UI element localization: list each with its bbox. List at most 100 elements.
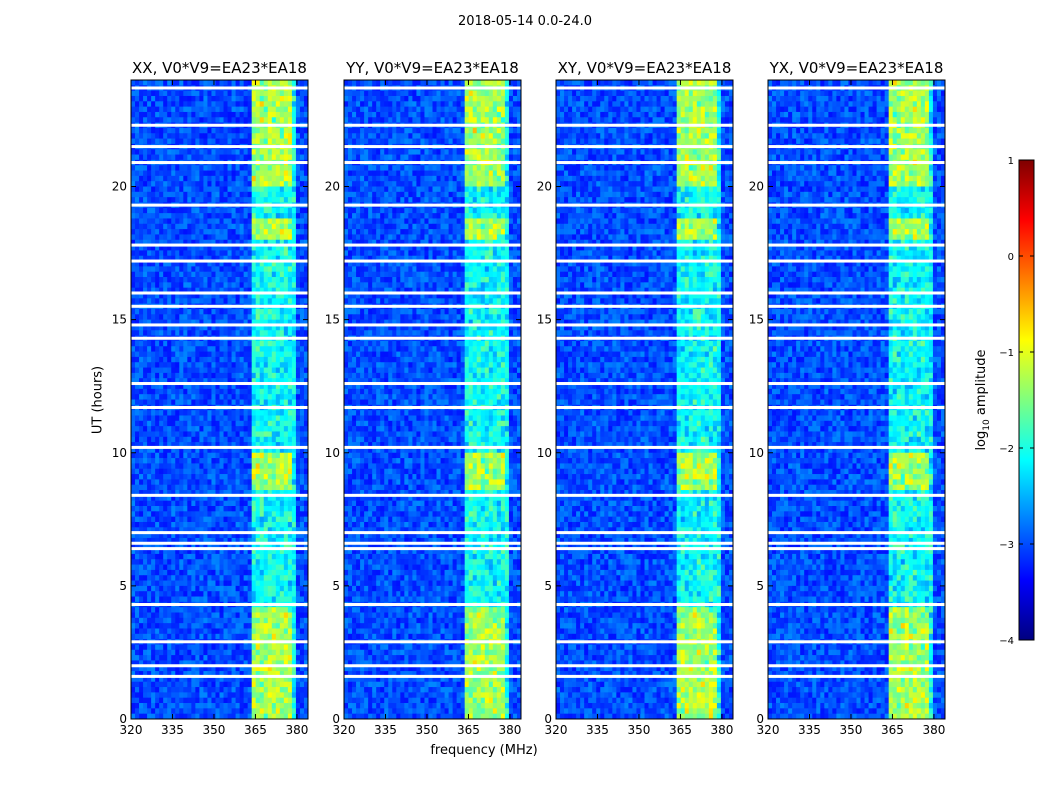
x-tick-label-1-0: 320	[333, 723, 356, 737]
flagged-row-10	[344, 382, 521, 386]
x-tick-label-3-2: 350	[840, 723, 863, 737]
flagged-row-5	[556, 541, 733, 545]
y-tick-label-0-4: 20	[112, 180, 127, 194]
flagged-row-10	[768, 382, 945, 386]
panel-frame-3	[767, 79, 946, 720]
flagged-row-4	[131, 547, 308, 551]
flagged-row-11	[556, 336, 733, 340]
flagged-row-20	[131, 123, 308, 127]
flagged-row-2	[131, 640, 308, 644]
flagged-row-21	[344, 86, 521, 90]
flagged-row-3	[131, 603, 308, 607]
colorbar-tick-label-0: 1	[1008, 156, 1014, 167]
y-tick-label-3-1: 5	[756, 579, 764, 593]
flagged-row-8	[556, 445, 733, 449]
flagged-row-20	[344, 123, 521, 127]
x-tick-label-1-3: 365	[457, 723, 480, 737]
flagged-row-12	[344, 323, 521, 327]
flagged-row-16	[131, 243, 308, 247]
heatmap-panel-3	[768, 80, 946, 720]
flagged-row-1	[768, 664, 945, 668]
flagged-row-14	[556, 291, 733, 295]
x-tick-label-2-4: 380	[710, 723, 733, 737]
flagged-row-9	[344, 405, 521, 409]
flagged-row-6	[768, 531, 945, 535]
flagged-row-0	[768, 674, 945, 678]
x-tick-label-2-0: 320	[545, 723, 568, 737]
flagged-row-13	[556, 304, 733, 308]
flagged-row-2	[768, 640, 945, 644]
flagged-row-18	[131, 161, 308, 165]
flagged-row-12	[768, 323, 945, 327]
flagged-row-13	[131, 304, 308, 308]
x-axis-label: frequency (MHz)	[430, 743, 537, 758]
x-tick-label-3-0: 320	[757, 723, 780, 737]
flagged-row-5	[768, 541, 945, 545]
flagged-row-19	[768, 145, 945, 149]
colorbar-tick-label-5: −4	[999, 636, 1014, 647]
flagged-row-15	[344, 259, 521, 263]
y-axis-label: UT (hours)	[91, 366, 106, 434]
colorbar-tick-label-1: 0	[1008, 252, 1014, 263]
flagged-row-2	[556, 640, 733, 644]
flagged-row-20	[768, 123, 945, 127]
flagged-row-16	[556, 243, 733, 247]
y-tick-label-0-1: 5	[119, 579, 127, 593]
flagged-row-9	[556, 405, 733, 409]
flagged-row-0	[344, 674, 521, 678]
x-tick-label-3-3: 365	[881, 723, 904, 737]
panel-title-2: XY, V0*V9=EA23*EA18	[558, 59, 732, 77]
heatmap-panel-1	[344, 80, 522, 720]
flagged-row-18	[556, 161, 733, 165]
flagged-row-14	[131, 291, 308, 295]
flagged-row-17	[556, 203, 733, 207]
y-tick-label-3-0: 0	[756, 712, 764, 726]
y-tick-label-0-0: 0	[119, 712, 127, 726]
panel-frame-1	[343, 79, 522, 720]
colorbar-tick-label-3: −2	[999, 444, 1014, 455]
y-tick-label-0-2: 10	[112, 446, 127, 460]
y-tick-label-1-0: 0	[332, 712, 340, 726]
flagged-row-15	[556, 259, 733, 263]
x-tick-label-0-2: 350	[203, 723, 226, 737]
flagged-row-20	[556, 123, 733, 127]
flagged-row-18	[344, 161, 521, 165]
x-tick-label-2-1: 335	[586, 723, 609, 737]
x-tick-label-1-4: 380	[498, 723, 521, 737]
x-tick-label-0-4: 380	[285, 723, 308, 737]
panel-title-0: XX, V0*V9=EA23*EA18	[132, 59, 307, 77]
flagged-row-0	[556, 674, 733, 678]
flagged-row-8	[131, 445, 308, 449]
flagged-row-10	[556, 382, 733, 386]
x-tick-label-1-2: 350	[416, 723, 439, 737]
flagged-row-14	[344, 291, 521, 295]
y-tick-label-2-4: 20	[537, 180, 552, 194]
flagged-row-0	[131, 674, 308, 678]
flagged-row-4	[556, 547, 733, 551]
y-tick-label-0-3: 15	[112, 313, 127, 327]
y-tick-label-2-2: 10	[537, 446, 552, 460]
flagged-row-15	[131, 259, 308, 263]
flagged-row-21	[768, 86, 945, 90]
y-tick-label-3-2: 10	[749, 446, 764, 460]
flagged-row-6	[344, 531, 521, 535]
panel-frame-0	[130, 79, 309, 720]
x-tick-label-0-1: 335	[161, 723, 184, 737]
flagged-row-12	[556, 323, 733, 327]
flagged-row-17	[131, 203, 308, 207]
flagged-row-8	[768, 445, 945, 449]
y-tick-label-3-4: 20	[749, 180, 764, 194]
flagged-row-6	[556, 531, 733, 535]
flagged-row-19	[131, 145, 308, 149]
x-tick-label-1-1: 335	[374, 723, 397, 737]
x-tick-label-2-3: 365	[669, 723, 692, 737]
x-tick-label-3-4: 380	[922, 723, 945, 737]
flagged-row-14	[768, 291, 945, 295]
flagged-row-2	[344, 640, 521, 644]
x-tick-label-3-1: 335	[798, 723, 821, 737]
x-tick-label-0-3: 365	[244, 723, 267, 737]
colorbar-tick-label-4: −3	[999, 540, 1014, 551]
flagged-row-21	[131, 86, 308, 90]
y-tick-label-2-3: 15	[537, 313, 552, 327]
flagged-row-11	[768, 336, 945, 340]
